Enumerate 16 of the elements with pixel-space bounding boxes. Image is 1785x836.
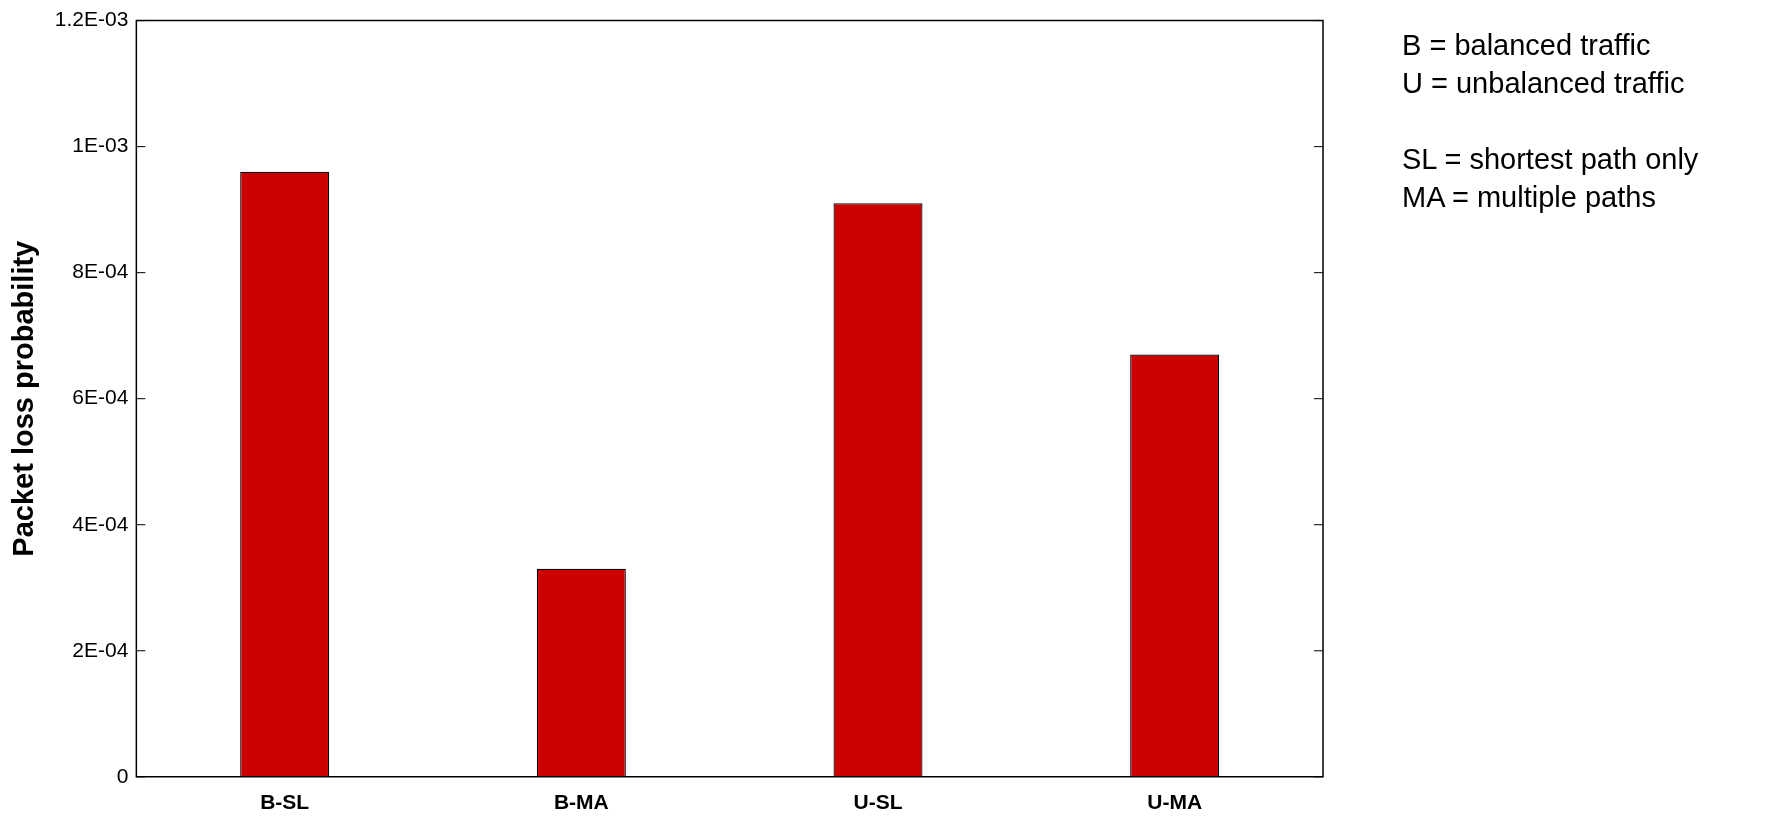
x-tick-label: B-SL (260, 790, 310, 814)
y-tick-label: 1E-03 (72, 133, 129, 157)
text: U = unbalanced traffic (1402, 66, 1686, 101)
y-tick-label: 6E-04 (72, 385, 129, 409)
y-tick-label: 8E-04 (72, 259, 129, 283)
text: SL = shortest path only (1402, 142, 1699, 177)
x-tick-label: B-MA (553, 790, 609, 814)
y-tick-label: 0 (116, 763, 129, 787)
y-tick-label: 4E-04 (72, 511, 129, 535)
x-tick-label: U-SL (853, 790, 903, 814)
y-axis-title: Packet loss probability (7, 240, 40, 557)
text: MA = multiple paths (1402, 180, 1657, 215)
y-tick-label: 2E-04 (72, 637, 129, 661)
y-tick-label: 1.2E-03 (54, 7, 129, 31)
x-tick-label: U-MA (1147, 790, 1203, 814)
text: B = balanced traffic (1402, 28, 1652, 63)
